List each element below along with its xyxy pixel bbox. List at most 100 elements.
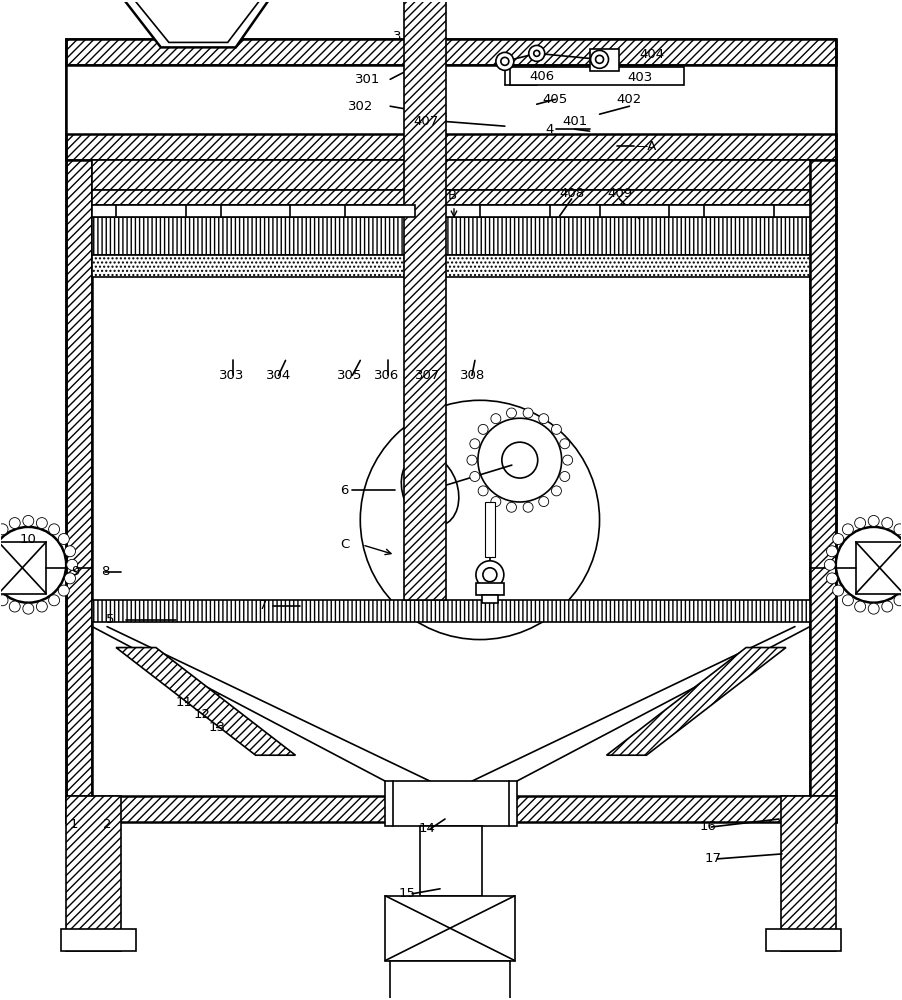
- Circle shape: [483, 568, 497, 582]
- Circle shape: [476, 561, 504, 589]
- Circle shape: [826, 573, 837, 584]
- Polygon shape: [420, 826, 482, 896]
- Circle shape: [833, 585, 843, 596]
- Text: 5: 5: [106, 613, 115, 626]
- Circle shape: [591, 50, 609, 68]
- Circle shape: [478, 424, 488, 434]
- Circle shape: [9, 601, 20, 612]
- Circle shape: [560, 439, 570, 449]
- Text: 301: 301: [355, 73, 381, 86]
- Polygon shape: [476, 583, 504, 595]
- Circle shape: [842, 524, 853, 535]
- Text: 8: 8: [101, 565, 109, 578]
- Polygon shape: [485, 502, 495, 557]
- Polygon shape: [0, 542, 46, 594]
- Circle shape: [826, 546, 837, 557]
- Text: 2: 2: [103, 818, 112, 831]
- Circle shape: [59, 585, 69, 596]
- Circle shape: [855, 518, 866, 529]
- Circle shape: [560, 472, 570, 481]
- Circle shape: [507, 408, 517, 418]
- Text: 16: 16: [699, 820, 716, 833]
- Polygon shape: [810, 160, 836, 822]
- Polygon shape: [89, 0, 300, 47]
- Text: 3: 3: [393, 30, 401, 43]
- Circle shape: [491, 414, 501, 424]
- Text: 403: 403: [628, 71, 653, 84]
- Circle shape: [538, 497, 548, 507]
- Polygon shape: [66, 796, 836, 822]
- Circle shape: [23, 603, 33, 614]
- Circle shape: [65, 546, 76, 557]
- Polygon shape: [856, 542, 902, 594]
- Circle shape: [534, 50, 539, 56]
- Text: 302: 302: [348, 100, 373, 113]
- Polygon shape: [66, 39, 836, 65]
- Polygon shape: [404, 0, 446, 600]
- Circle shape: [507, 502, 517, 512]
- Circle shape: [36, 601, 47, 612]
- Text: 305: 305: [337, 369, 363, 382]
- Text: 306: 306: [374, 369, 400, 382]
- Circle shape: [23, 515, 33, 526]
- Text: 406: 406: [529, 70, 555, 83]
- Text: 13: 13: [208, 721, 226, 734]
- Circle shape: [467, 455, 477, 465]
- Text: 402: 402: [616, 93, 641, 106]
- Circle shape: [523, 408, 533, 418]
- Text: 409: 409: [608, 187, 632, 200]
- Circle shape: [9, 518, 20, 529]
- Text: 9: 9: [71, 565, 79, 578]
- Polygon shape: [391, 961, 510, 1000]
- Circle shape: [855, 601, 866, 612]
- Circle shape: [49, 524, 60, 535]
- Circle shape: [491, 497, 501, 507]
- Text: 12: 12: [194, 708, 211, 721]
- Text: 11: 11: [176, 696, 193, 709]
- Circle shape: [0, 527, 66, 603]
- Circle shape: [523, 502, 533, 512]
- Text: 308: 308: [460, 369, 485, 382]
- Polygon shape: [92, 255, 810, 277]
- Polygon shape: [66, 160, 92, 822]
- Text: 304: 304: [265, 369, 290, 382]
- Polygon shape: [104, 0, 289, 42]
- Text: 307: 307: [415, 369, 440, 382]
- Text: B: B: [448, 189, 457, 202]
- Circle shape: [502, 442, 538, 478]
- Polygon shape: [66, 134, 836, 160]
- Circle shape: [869, 603, 879, 614]
- Text: 15: 15: [398, 887, 415, 900]
- Text: 6: 6: [340, 484, 349, 497]
- Circle shape: [595, 55, 603, 63]
- Circle shape: [529, 45, 545, 61]
- Polygon shape: [482, 595, 498, 603]
- Circle shape: [470, 472, 480, 481]
- Circle shape: [824, 559, 835, 570]
- Circle shape: [13, 549, 44, 581]
- Text: 4: 4: [546, 123, 554, 136]
- Circle shape: [538, 414, 548, 424]
- Polygon shape: [590, 49, 620, 71]
- Ellipse shape: [401, 454, 459, 526]
- Circle shape: [551, 486, 561, 496]
- Circle shape: [0, 595, 8, 606]
- Circle shape: [894, 524, 902, 535]
- Polygon shape: [766, 929, 841, 951]
- Circle shape: [882, 518, 893, 529]
- Circle shape: [858, 549, 889, 581]
- Polygon shape: [480, 205, 549, 217]
- Circle shape: [501, 57, 509, 65]
- Polygon shape: [385, 896, 515, 961]
- Text: 404: 404: [640, 48, 665, 61]
- Polygon shape: [345, 205, 415, 217]
- Circle shape: [360, 400, 600, 640]
- Circle shape: [563, 455, 573, 465]
- Text: 303: 303: [218, 369, 244, 382]
- Polygon shape: [116, 205, 186, 217]
- Text: 407: 407: [413, 115, 438, 128]
- Text: —A: —A: [634, 140, 657, 153]
- Circle shape: [551, 424, 561, 434]
- Text: 405: 405: [543, 93, 568, 106]
- Polygon shape: [606, 648, 786, 755]
